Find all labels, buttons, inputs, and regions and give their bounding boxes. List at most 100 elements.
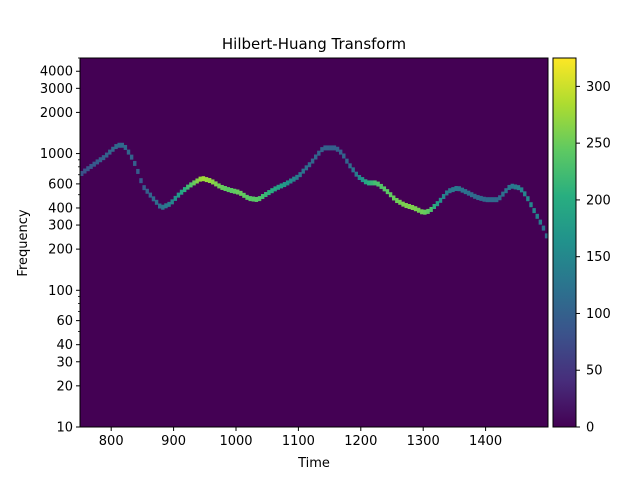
ridge-cell [317, 150, 321, 156]
ridge-cell [494, 197, 499, 203]
ridge-cell [507, 184, 511, 190]
ridge-cell [523, 191, 527, 197]
ridge-cell [416, 207, 421, 213]
ridge-cell [289, 178, 293, 184]
ridge-cell [323, 145, 327, 151]
ridge-cell [432, 204, 436, 209]
ridge-cell [526, 196, 530, 202]
ridge-cell [426, 208, 430, 214]
ridge-cell [242, 192, 246, 198]
y-tick-label: 10 [56, 421, 73, 436]
ridge-cell [170, 199, 174, 205]
ridge-cell [460, 187, 465, 193]
ridge-cell [151, 196, 156, 202]
ridge-cell [117, 142, 121, 148]
y-tick-label: 3000 [40, 82, 73, 97]
ridge-cell [120, 142, 124, 148]
ridge-cell [270, 188, 274, 194]
ridge-cell [360, 177, 365, 183]
ridge-cell [301, 168, 305, 174]
ridge-cell [314, 154, 318, 160]
colorbar [552, 57, 577, 428]
y-tick-label: 40 [56, 338, 73, 353]
ridge-cell [541, 225, 546, 231]
ridge-cell [282, 182, 287, 188]
y-axis-minor-ticks [78, 57, 80, 332]
ridge-cell [532, 208, 536, 214]
ridge-cell [276, 184, 280, 190]
x-tick-label: 1400 [469, 434, 502, 449]
ridge-cell [260, 194, 265, 200]
ridge-cell [445, 190, 449, 196]
x-tick-label: 1100 [282, 434, 315, 449]
ridge-cell [448, 188, 452, 194]
colorbar-tick-label: 100 [586, 307, 611, 322]
ridge-cell [92, 161, 96, 167]
ridge-cell [357, 174, 362, 180]
ridge-cell [410, 204, 415, 210]
ridge-cell [504, 188, 508, 194]
x-tick-label: 1200 [344, 434, 377, 449]
ridge-cell [123, 144, 128, 150]
ridge-cell [207, 178, 212, 184]
ridge-cell [420, 209, 424, 215]
ridge-cell [423, 209, 427, 215]
ridge-cell [535, 213, 539, 219]
ridge-cell [466, 190, 471, 196]
ridge-cell [476, 195, 480, 201]
ridge-cell [214, 181, 218, 187]
y-tick-label: 600 [48, 177, 73, 192]
colorbar-tick-label: 200 [586, 193, 611, 208]
ridge-cell [204, 177, 209, 183]
ridge-cell [111, 146, 115, 152]
ridge-cell [304, 165, 309, 171]
colorbar-tick-label: 150 [586, 250, 611, 265]
ridge-cell [176, 192, 181, 198]
ridge-cell [257, 196, 262, 202]
x-tick-label: 1300 [407, 434, 440, 449]
ridge-cell [236, 189, 240, 195]
ridge-cell [516, 185, 521, 191]
ridge-cell [310, 158, 315, 164]
ridge-cell [398, 199, 402, 205]
ridge-cell [267, 190, 271, 196]
y-axis-ticks: 10 20 30 40 60 100 200 300 400 600 1000 2000 3000 400… [40, 65, 80, 436]
ridge-cell [501, 191, 505, 197]
y-tick-label: 30 [56, 355, 73, 370]
ridge-cell [538, 219, 543, 225]
y-tick-label: 1000 [40, 147, 73, 162]
ridge-cell [264, 192, 268, 198]
ridge-cell [279, 183, 284, 189]
x-tick-label: 1000 [219, 434, 252, 449]
colorbar-ticks: 0 50 100 150 200 250 300 [576, 80, 611, 436]
ridge-cell [441, 194, 446, 200]
ridge-cell [413, 206, 418, 212]
ridge-cell [544, 233, 548, 239]
ridge-cell [363, 179, 368, 185]
ridge-cell [126, 149, 131, 155]
ridge-cell [407, 204, 412, 209]
ridge-cell [114, 144, 118, 150]
ridge-cell [463, 189, 468, 195]
ridge-cell [498, 195, 502, 201]
ridge-cell [167, 201, 171, 207]
y-tick-label: 2000 [40, 106, 73, 121]
ridge-cell [479, 195, 483, 201]
x-tick-label: 900 [161, 434, 186, 449]
ridge-cell [145, 188, 149, 194]
ridge-cell [388, 192, 393, 198]
ridge-cell [129, 154, 134, 160]
ridge-cell [345, 158, 349, 164]
ridge-cell [98, 157, 103, 163]
ridge-cell [254, 196, 259, 202]
ridge-cell [370, 180, 374, 186]
colorbar-tick-label: 50 [586, 364, 603, 379]
ridge-cell [382, 186, 387, 192]
ridge-cell [95, 159, 100, 165]
ridge-cell [192, 180, 196, 186]
ridge-cell [251, 196, 256, 202]
ridge-cell [438, 197, 443, 203]
ridge-cell [182, 187, 187, 193]
ridge-cell [179, 189, 184, 195]
